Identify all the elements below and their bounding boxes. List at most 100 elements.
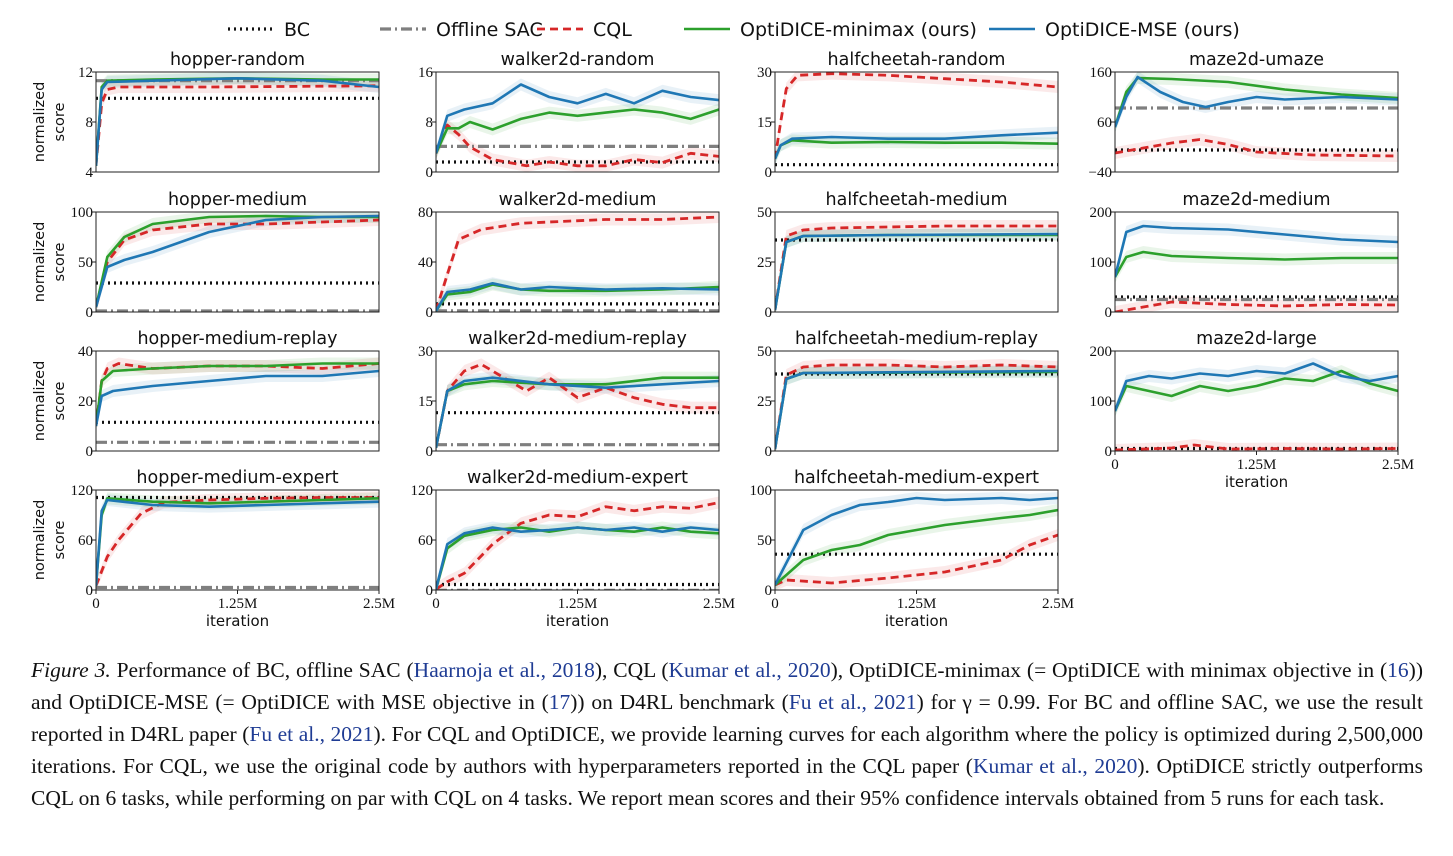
y-tick-label: 25	[757, 255, 772, 271]
y-tick-label: 80	[418, 205, 433, 221]
y-tick-label: −40	[1089, 165, 1112, 181]
x-axis-label: iteration	[546, 612, 609, 630]
x-tick-label: 0	[92, 596, 100, 612]
y-tick-label: 8	[426, 115, 434, 131]
ci-band-mse	[1115, 72, 1398, 133]
x-tick-label: 1.25M	[1237, 457, 1277, 473]
caption-text: )) and OptiDICE-MSE (= OptiDICE with MSE…	[31, 658, 1423, 714]
ci-band-cql	[1115, 133, 1398, 162]
y-tick-label: 0	[426, 583, 434, 599]
series-cql	[436, 501, 719, 590]
y-tick-label: 0	[765, 444, 773, 460]
series-cql	[775, 72, 1058, 159]
series-mse	[775, 496, 1058, 586]
legend-entry-minimax: OptiDICE-minimax (ours)	[684, 19, 977, 41]
series-mse	[775, 369, 1058, 450]
y-tick-label: 0	[426, 305, 434, 321]
x-tick-label: 2.5M	[1382, 457, 1414, 473]
y-axis-label-line2: score	[52, 520, 68, 559]
series-mse	[436, 376, 719, 448]
panel-title-maze2d-umaze: maze2d-umaze	[1189, 50, 1324, 70]
series-minimax	[775, 139, 1058, 160]
panel-halfcheetah-medium: halfcheetah-medium 0 25 50	[757, 190, 1059, 321]
series-minimax	[1115, 369, 1398, 412]
ci-band-mse	[1115, 357, 1398, 417]
panel-walker2d-medium-replay: walker2d-medium-replay 0 15 30	[418, 329, 720, 460]
ci-band-mse	[436, 371, 719, 451]
series-cql	[775, 224, 1058, 311]
panel-title-halfcheetah-random: halfcheetah-random	[828, 50, 1006, 70]
series-mse	[96, 77, 379, 166]
y-tick-label: 60	[1097, 115, 1112, 131]
series-mse	[1115, 224, 1398, 278]
ci-band-cql	[775, 72, 1058, 165]
series-minimax	[436, 108, 719, 154]
x-axis-label: iteration	[885, 612, 948, 630]
series-cql	[436, 215, 719, 312]
series-minimax	[96, 362, 379, 427]
y-axis-label-line1: normalized	[32, 222, 48, 303]
panel-maze2d-large: maze2d-large 0 100 200 0 1.25M 2.5M iteration	[1090, 329, 1415, 491]
legend-label-bc: BC	[284, 19, 310, 41]
ci-band-mse	[436, 78, 719, 160]
legend-entry-bc: BC	[228, 19, 310, 41]
ci-band-minimax	[1115, 246, 1398, 283]
series-mse	[436, 281, 719, 312]
series-mse	[436, 83, 719, 154]
panel-title-maze2d-large: maze2d-large	[1196, 329, 1317, 349]
caption-citation-link[interactable]: Kumar et al., 2020	[668, 658, 831, 682]
x-tick-label: 2.5M	[1042, 596, 1074, 612]
caption-text: Performance of BC, offline SAC (	[110, 658, 414, 682]
y-tick-label: 30	[418, 344, 433, 360]
ci-band-mse	[96, 365, 379, 432]
panel-title-walker2d-medium-expert: walker2d-medium-expert	[467, 468, 688, 488]
caption-citation-link[interactable]: 16	[1387, 658, 1409, 682]
caption-citation-link[interactable]: Kumar et al., 2020	[972, 754, 1138, 778]
ci-band-mse	[1115, 220, 1398, 283]
series-mse	[96, 498, 379, 586]
y-tick-label: 50	[757, 205, 772, 221]
caption-text: ), OptiDICE-minimax (= OptiDICE with min…	[830, 658, 1388, 682]
y-tick-label: 200	[1090, 344, 1113, 360]
legend-label-sac: Offline SAC	[436, 19, 543, 41]
panel-title-halfcheetah-medium-expert: halfcheetah-medium-expert	[794, 468, 1039, 488]
caption-citation-link[interactable]: Haarnoja et al., 2018	[413, 658, 595, 682]
panel-title-maze2d-medium: maze2d-medium	[1182, 190, 1330, 210]
y-tick-label: 50	[757, 533, 772, 549]
caption-citation-link[interactable]: Fu et al., 2021	[788, 690, 917, 714]
ci-band-minimax	[1115, 365, 1398, 417]
y-tick-label: 0	[86, 444, 94, 460]
ci-band-cql	[96, 214, 379, 312]
series-minimax	[1115, 76, 1398, 128]
caption-citation-link[interactable]: Fu et al., 2021	[249, 722, 374, 746]
panel-title-hopper-random: hopper-random	[170, 50, 305, 70]
series-minimax	[775, 233, 1058, 311]
y-tick-label: 0	[765, 305, 773, 321]
figure-panels: BC Offline SAC CQL OptiDICE-minimax (ours) O…	[32, 19, 1415, 630]
y-tick-label: 15	[757, 115, 772, 131]
y-axis-label: normalized score	[32, 500, 68, 581]
legend-entry-cql: CQL	[537, 19, 632, 41]
ci-band-mse	[96, 494, 379, 590]
panel-halfcheetah-random: halfcheetah-random 0 15 30	[757, 50, 1059, 181]
x-axis-label: iteration	[206, 612, 269, 630]
y-tick-label: 30	[757, 65, 772, 81]
series-mse	[1115, 362, 1398, 412]
panel-walker2d-medium: walker2d-medium 0 40 80	[418, 190, 720, 321]
panel-title-hopper-medium-replay: hopper-medium-replay	[137, 329, 337, 349]
panel-hopper-random: hopper-random 4 8 12 normalized score	[32, 50, 380, 181]
y-axis-label: normalized score	[32, 82, 68, 163]
series-cql	[436, 362, 719, 448]
y-tick-label: 100	[750, 483, 773, 499]
series-cql	[775, 533, 1058, 587]
panel-hopper-medium-replay: hopper-medium-replay 0 20 40 normalized score	[32, 329, 380, 460]
series-cql	[1115, 443, 1398, 451]
caption-citation-link[interactable]: 17	[548, 690, 571, 714]
x-tick-label: 2.5M	[363, 596, 395, 612]
series-mse	[1115, 75, 1398, 128]
ci-band-cql	[436, 212, 719, 312]
y-tick-label: 100	[71, 205, 94, 221]
y-tick-label: 4	[86, 165, 94, 181]
y-tick-label: 160	[1090, 65, 1113, 81]
